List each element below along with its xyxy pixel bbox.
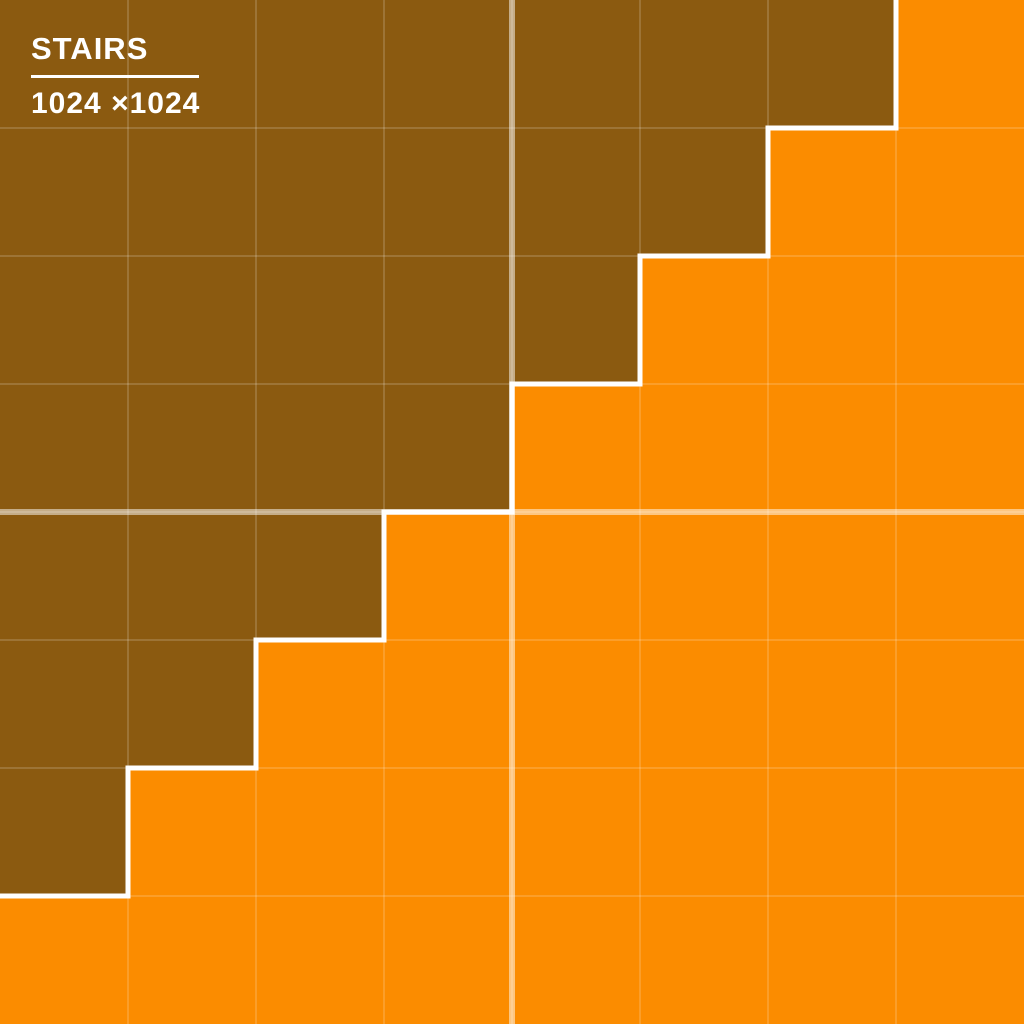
title-block: STAIRS 1024 ×1024 — [31, 33, 200, 119]
page-title: STAIRS — [31, 31, 149, 66]
upper-left-region — [0, 0, 896, 896]
dimensions-label: 1024 ×1024 — [31, 87, 201, 120]
title-underline — [31, 75, 199, 78]
